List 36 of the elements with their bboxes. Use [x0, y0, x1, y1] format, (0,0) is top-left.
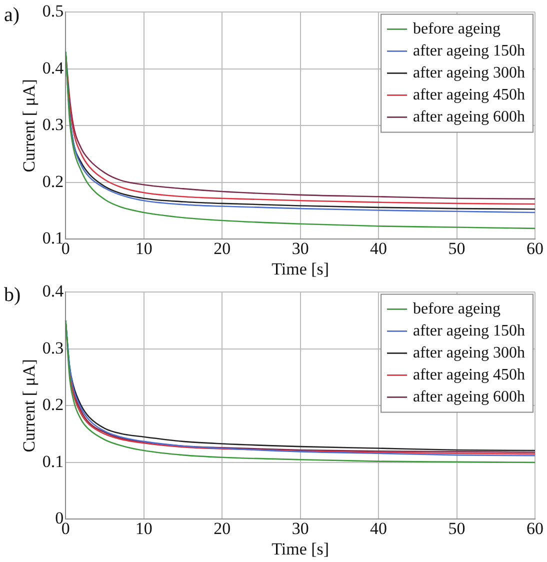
y-tick-label: 0.2: [42, 395, 64, 414]
legend-label: after ageing 300h: [413, 64, 525, 82]
x-tick-label: 30: [292, 518, 309, 538]
x-tick-label: 60: [526, 518, 544, 538]
y-tick-label: 0.4: [42, 282, 64, 301]
x-tick-label: 10: [135, 238, 152, 258]
text: a): [4, 4, 20, 27]
text: b): [4, 284, 21, 307]
x-tick-label: 60: [526, 238, 544, 258]
legend-label: before ageing: [413, 300, 501, 318]
y-tick-label: 0.5: [42, 2, 64, 21]
x-tick-label: 40: [370, 238, 388, 258]
legend-label: after ageing 600h: [413, 108, 525, 126]
y-tick-label: 0.2: [42, 172, 64, 191]
y-tick-label: 0.3: [42, 338, 64, 358]
x-tick-label: 40: [370, 518, 388, 538]
x-tick-label: 20: [214, 518, 231, 538]
legend-label: after ageing 450h: [413, 86, 525, 104]
y-axis-title: Current [ μA]: [20, 79, 39, 172]
legend-label: after ageing 150h: [413, 322, 525, 340]
y-tick-label: 0.4: [42, 58, 64, 78]
legend-label: after ageing 600h: [413, 388, 525, 406]
legend-label: after ageing 300h: [413, 344, 525, 362]
x-tick-label: 20: [214, 238, 231, 258]
x-tick-label: 30: [292, 238, 309, 258]
x-axis-title: Time [s]: [272, 539, 330, 558]
y-tick-label: 0.1: [42, 452, 64, 471]
x-tick-label: 10: [135, 518, 152, 538]
legend-label: after ageing 450h: [413, 366, 525, 384]
legend-label: before ageing: [413, 20, 501, 38]
legend-label: after ageing 150h: [413, 42, 525, 60]
x-tick-label: 50: [448, 518, 466, 538]
x-axis-title: Time [s]: [272, 259, 330, 278]
y-tick-label: 0.3: [42, 115, 64, 134]
x-tick-label: 50: [448, 238, 466, 258]
y-axis-title: Current [ μA]: [20, 359, 39, 452]
